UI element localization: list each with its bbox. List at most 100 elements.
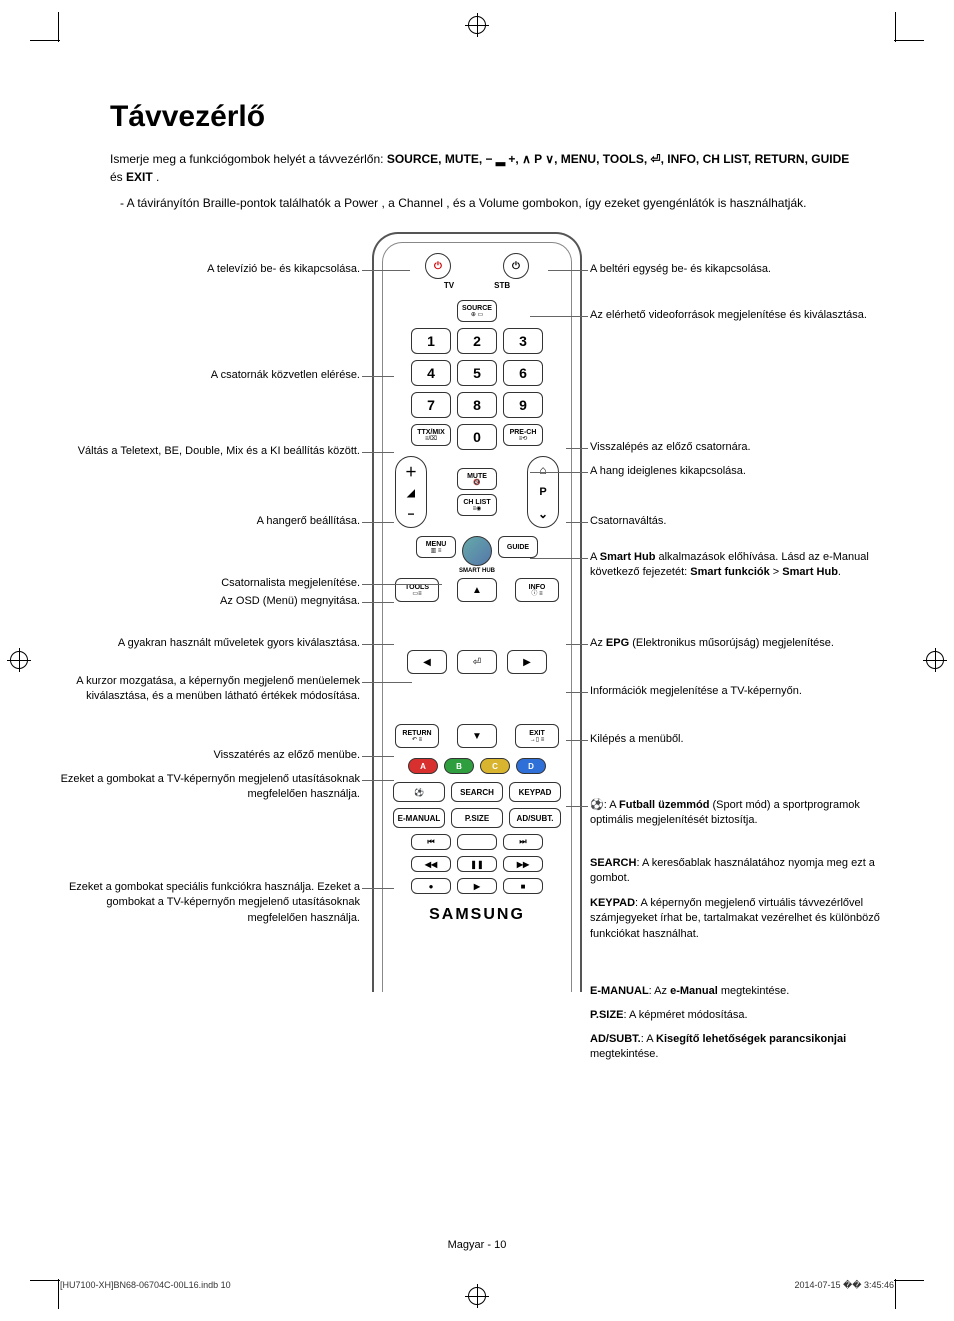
intro-and: és xyxy=(110,170,126,184)
smarthub-button[interactable] xyxy=(462,536,492,566)
note-bold: Volume xyxy=(479,196,519,210)
stop-button[interactable]: ■ xyxy=(503,878,543,894)
callout-l9: Visszatérés az előző menübe. xyxy=(60,748,360,763)
text: A xyxy=(590,551,600,563)
num-5[interactable]: 5 xyxy=(457,360,497,386)
callout-l3: Váltás a Teletext, BE, Double, Mix és a … xyxy=(60,444,360,459)
callout-r10: ⚽: A Futball üzemmód (Sport mód) a sport… xyxy=(590,798,890,829)
color-b-button[interactable]: B xyxy=(444,758,474,774)
intro-buttons: SOURCE, MUTE, − ▂ +, ∧ P ∨, MENU, TOOLS,… xyxy=(387,152,849,166)
leader-line xyxy=(362,756,394,757)
dpad-right[interactable]: ▶ xyxy=(507,650,547,674)
print-footer: [HU7100-XH]BN68-06704C-00L16.indb 10 201… xyxy=(60,1280,894,1291)
prech-button[interactable]: PRE-CH≡⟲ xyxy=(503,424,543,446)
tools-button[interactable]: TOOLS▭≡ xyxy=(395,578,439,602)
emanual-button[interactable]: E-MANUAL xyxy=(393,808,445,828)
num-7[interactable]: 7 xyxy=(411,392,451,418)
num-3[interactable]: 3 xyxy=(503,328,543,354)
power-tv-button[interactable]: ⏻ xyxy=(425,253,451,279)
remote-face: ⏻ ⏻ TV STB SOURCE⊕ ▭ 1 2 3 4 5 6 xyxy=(382,242,572,992)
stb-label: STB xyxy=(494,281,510,290)
return-button[interactable]: RETURN↶ ≡ xyxy=(395,724,439,748)
leader-line xyxy=(566,740,588,741)
color-d-button[interactable]: D xyxy=(516,758,546,774)
rewind-button[interactable]: ◀◀ xyxy=(411,856,451,872)
num-2[interactable]: 2 xyxy=(457,328,497,354)
leader-line xyxy=(362,270,410,271)
callout-r4: A hang ideiglenes kikapcsolása. xyxy=(590,464,890,479)
bold: SEARCH xyxy=(590,857,636,869)
ttx-button[interactable]: TTX/MIX≡/⌧ xyxy=(411,424,451,446)
mute-button[interactable]: MUTE🔇 xyxy=(457,468,497,490)
num-8[interactable]: 8 xyxy=(457,392,497,418)
page-footer: Magyar - 10 xyxy=(0,1239,954,1251)
num-4[interactable]: 4 xyxy=(411,360,451,386)
leader-line xyxy=(530,316,588,317)
leader-line xyxy=(362,376,394,377)
crop-mark xyxy=(894,40,924,41)
brand-logo: SAMSUNG xyxy=(391,906,563,924)
record-button[interactable]: ● xyxy=(411,878,451,894)
skipback-button[interactable]: ⏮ xyxy=(411,834,451,850)
num-0[interactable]: 0 xyxy=(457,424,497,450)
leader-line xyxy=(362,584,442,585)
keypad-button[interactable]: KEYPAD xyxy=(509,782,561,802)
leader-line xyxy=(566,644,588,645)
pause-button[interactable]: ❚❚ xyxy=(457,856,497,872)
callout-r7: Az EPG (Elektronikus műsorújság) megjele… xyxy=(590,636,890,651)
football-button[interactable]: ⚽ xyxy=(393,782,445,802)
callout-r11: SEARCH: A keresőablak használatához nyom… xyxy=(590,856,890,887)
leader-line xyxy=(362,888,394,889)
note-text: , és a xyxy=(446,196,479,210)
info-button[interactable]: INFOⓘ ≡ xyxy=(515,578,559,602)
callout-r3: Visszalépés az előző csatornára. xyxy=(590,440,890,455)
manual-page: Távvezérlő Ismerje meg a funkciógombok h… xyxy=(60,60,894,1260)
leader-line xyxy=(362,602,394,603)
chlist-button[interactable]: CH LIST≡◉ xyxy=(457,494,497,516)
dpad-down[interactable]: ▼ xyxy=(457,724,497,748)
channel-rocker[interactable]: ⌂P⌄ xyxy=(527,456,559,528)
skipfwd-button[interactable]: ⏭ xyxy=(503,834,543,850)
crop-mark xyxy=(30,1280,60,1281)
leader-line xyxy=(566,806,588,807)
enter-button[interactable]: ⏎ xyxy=(457,650,497,674)
num-1[interactable]: 1 xyxy=(411,328,451,354)
ffwd-button[interactable]: ▶▶ xyxy=(503,856,543,872)
tv-label: TV xyxy=(444,281,454,290)
callout-r1: A beltéri egység be- és kikapcsolása. xyxy=(590,262,890,277)
callout-l10: Ezeket a gombokat a TV-képernyőn megjele… xyxy=(60,772,360,803)
color-a-button[interactable]: A xyxy=(408,758,438,774)
bold: Smart Hub xyxy=(782,566,838,578)
menu-button[interactable]: MENU▥ ≡ xyxy=(416,536,456,558)
play-button[interactable]: ▶ xyxy=(457,878,497,894)
psize-button[interactable]: P.SIZE xyxy=(451,808,503,828)
dpad-left[interactable]: ◀ xyxy=(407,650,447,674)
text: (Elektronikus műsorújság) megjelenítése. xyxy=(629,637,834,649)
num-9[interactable]: 9 xyxy=(503,392,543,418)
callout-l1: A televízió be- és kikapcsolása. xyxy=(60,262,360,277)
smarthub-label: SMART HUB xyxy=(391,568,563,574)
bold: Futball üzemmód xyxy=(619,799,709,811)
adsubt-button[interactable]: AD/SUBT. xyxy=(509,808,561,828)
callout-r6: A Smart Hub alkalmazások előhívása. Lásd… xyxy=(590,550,890,581)
num-6[interactable]: 6 xyxy=(503,360,543,386)
print-timestamp: 2014-07-15 �� 3:45:46 xyxy=(794,1280,894,1291)
color-c-button[interactable]: C xyxy=(480,758,510,774)
exit-button[interactable]: EXIT→▯ ≡ xyxy=(515,724,559,748)
text: ⚽: A xyxy=(590,799,619,811)
text: : A képméret módosítása. xyxy=(623,1009,747,1021)
empty-button[interactable] xyxy=(457,834,497,850)
braille-note: - A távirányítón Braille-pontok találhat… xyxy=(120,194,844,212)
page-title: Távvezérlő xyxy=(110,100,894,134)
callout-r14: P.SIZE: A képméret módosítása. xyxy=(590,1008,890,1023)
source-button[interactable]: SOURCE⊕ ▭ xyxy=(457,300,497,322)
text: : A xyxy=(641,1033,656,1045)
bold: Kisegítő lehetőségek parancsikonjai xyxy=(656,1033,846,1045)
dpad-up[interactable]: ▲ xyxy=(457,578,497,602)
guide-button[interactable]: GUIDE xyxy=(498,536,538,558)
callout-r9: Kilépés a menüből. xyxy=(590,732,890,747)
search-button[interactable]: SEARCH xyxy=(451,782,503,802)
power-stb-button[interactable]: ⏻ xyxy=(503,253,529,279)
leader-line xyxy=(362,644,394,645)
volume-rocker[interactable]: ＋◢− xyxy=(395,456,427,528)
